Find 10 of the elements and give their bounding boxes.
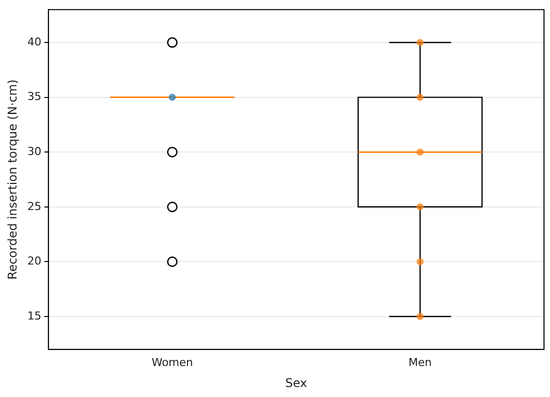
y-tick-label: 20 [27, 254, 42, 268]
x-tick-label: Women [152, 356, 194, 369]
y-tick-label: 30 [27, 144, 42, 158]
y-tick-label: 15 [27, 309, 42, 322]
y-tick-label: 25 [27, 200, 42, 213]
x-tick-label: Men [408, 356, 432, 369]
y-axis-title: Recorded insertion torque (N·cm) [5, 79, 20, 280]
y-tick-label: 40 [27, 35, 42, 48]
x-axis-title: Sex [285, 376, 308, 390]
y-tick-label: 35 [27, 90, 42, 104]
